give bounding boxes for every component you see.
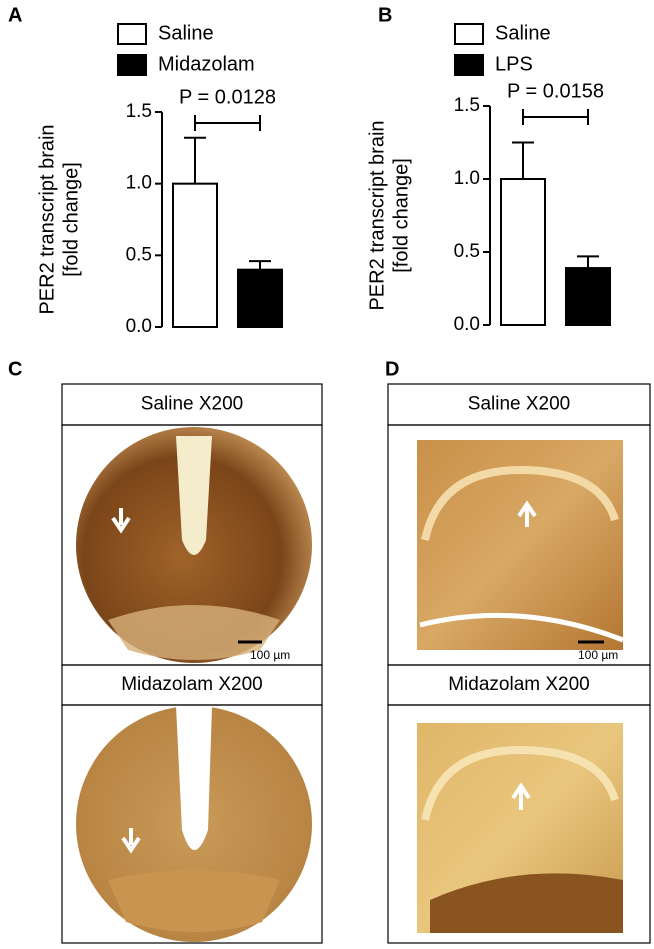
legend-swatch (454, 54, 484, 76)
panel-letter: C (8, 358, 22, 380)
image-box (387, 704, 651, 944)
y-axis-label: PER2 transcript brain (366, 120, 388, 310)
tissue (419, 612, 624, 643)
panel-letter: A (8, 4, 22, 26)
legend-swatch (454, 23, 484, 45)
scale-bar-label: 100 µm (250, 648, 290, 662)
micrograph-layer (76, 427, 624, 942)
p-value: P = 0.0128 (179, 86, 276, 108)
panel-title: Midazolam X200 (121, 674, 263, 695)
p-value: P = 0.0158 (507, 80, 604, 102)
legend-label: Saline (495, 22, 551, 44)
y-tick-label: 1.0 (454, 168, 480, 189)
legend-label: Saline (158, 22, 214, 44)
bar (500, 178, 546, 326)
tissue (108, 605, 280, 660)
panel-title: Saline X200 (141, 394, 243, 415)
y-axis-label: [fold change] (60, 162, 82, 277)
tissue (421, 745, 619, 821)
panel-letter: B (378, 4, 392, 26)
arrow (511, 782, 531, 810)
tissue (421, 465, 619, 541)
y-tick-label: 1.5 (126, 101, 152, 122)
arrow (517, 500, 537, 527)
bar (565, 267, 611, 326)
arrow (121, 828, 141, 854)
significance-bracket (194, 115, 261, 131)
image-box (61, 704, 323, 944)
y-axis-label: [fold change] (390, 158, 412, 273)
legend-swatch (117, 23, 147, 45)
arrow (111, 508, 131, 534)
y-tick-label: 0.0 (454, 314, 480, 335)
tissue (430, 873, 623, 933)
y-tick-label: 1.0 (126, 173, 152, 194)
bar (237, 268, 283, 328)
panel-title: Midazolam X200 (448, 674, 590, 695)
y-axis-label: PER2 transcript brain (36, 124, 58, 314)
tissue (108, 870, 280, 932)
legend-label: Midazolam (158, 53, 255, 75)
panel-letter: D (385, 358, 399, 380)
bar (172, 182, 218, 328)
y-tick-label: 1.5 (454, 95, 480, 116)
significance-bracket (522, 109, 589, 125)
y-tick-label: 0.0 (126, 316, 152, 337)
y-tick-label: 0.5 (126, 244, 152, 265)
y-tick-label: 0.5 (454, 241, 480, 262)
scale-bar-label: 100 µm (578, 648, 618, 662)
panel-title: Saline X200 (468, 394, 570, 415)
ventricle (176, 436, 212, 555)
legend-label: LPS (495, 53, 533, 75)
ventricle (176, 706, 212, 850)
legend-swatch (117, 54, 147, 76)
